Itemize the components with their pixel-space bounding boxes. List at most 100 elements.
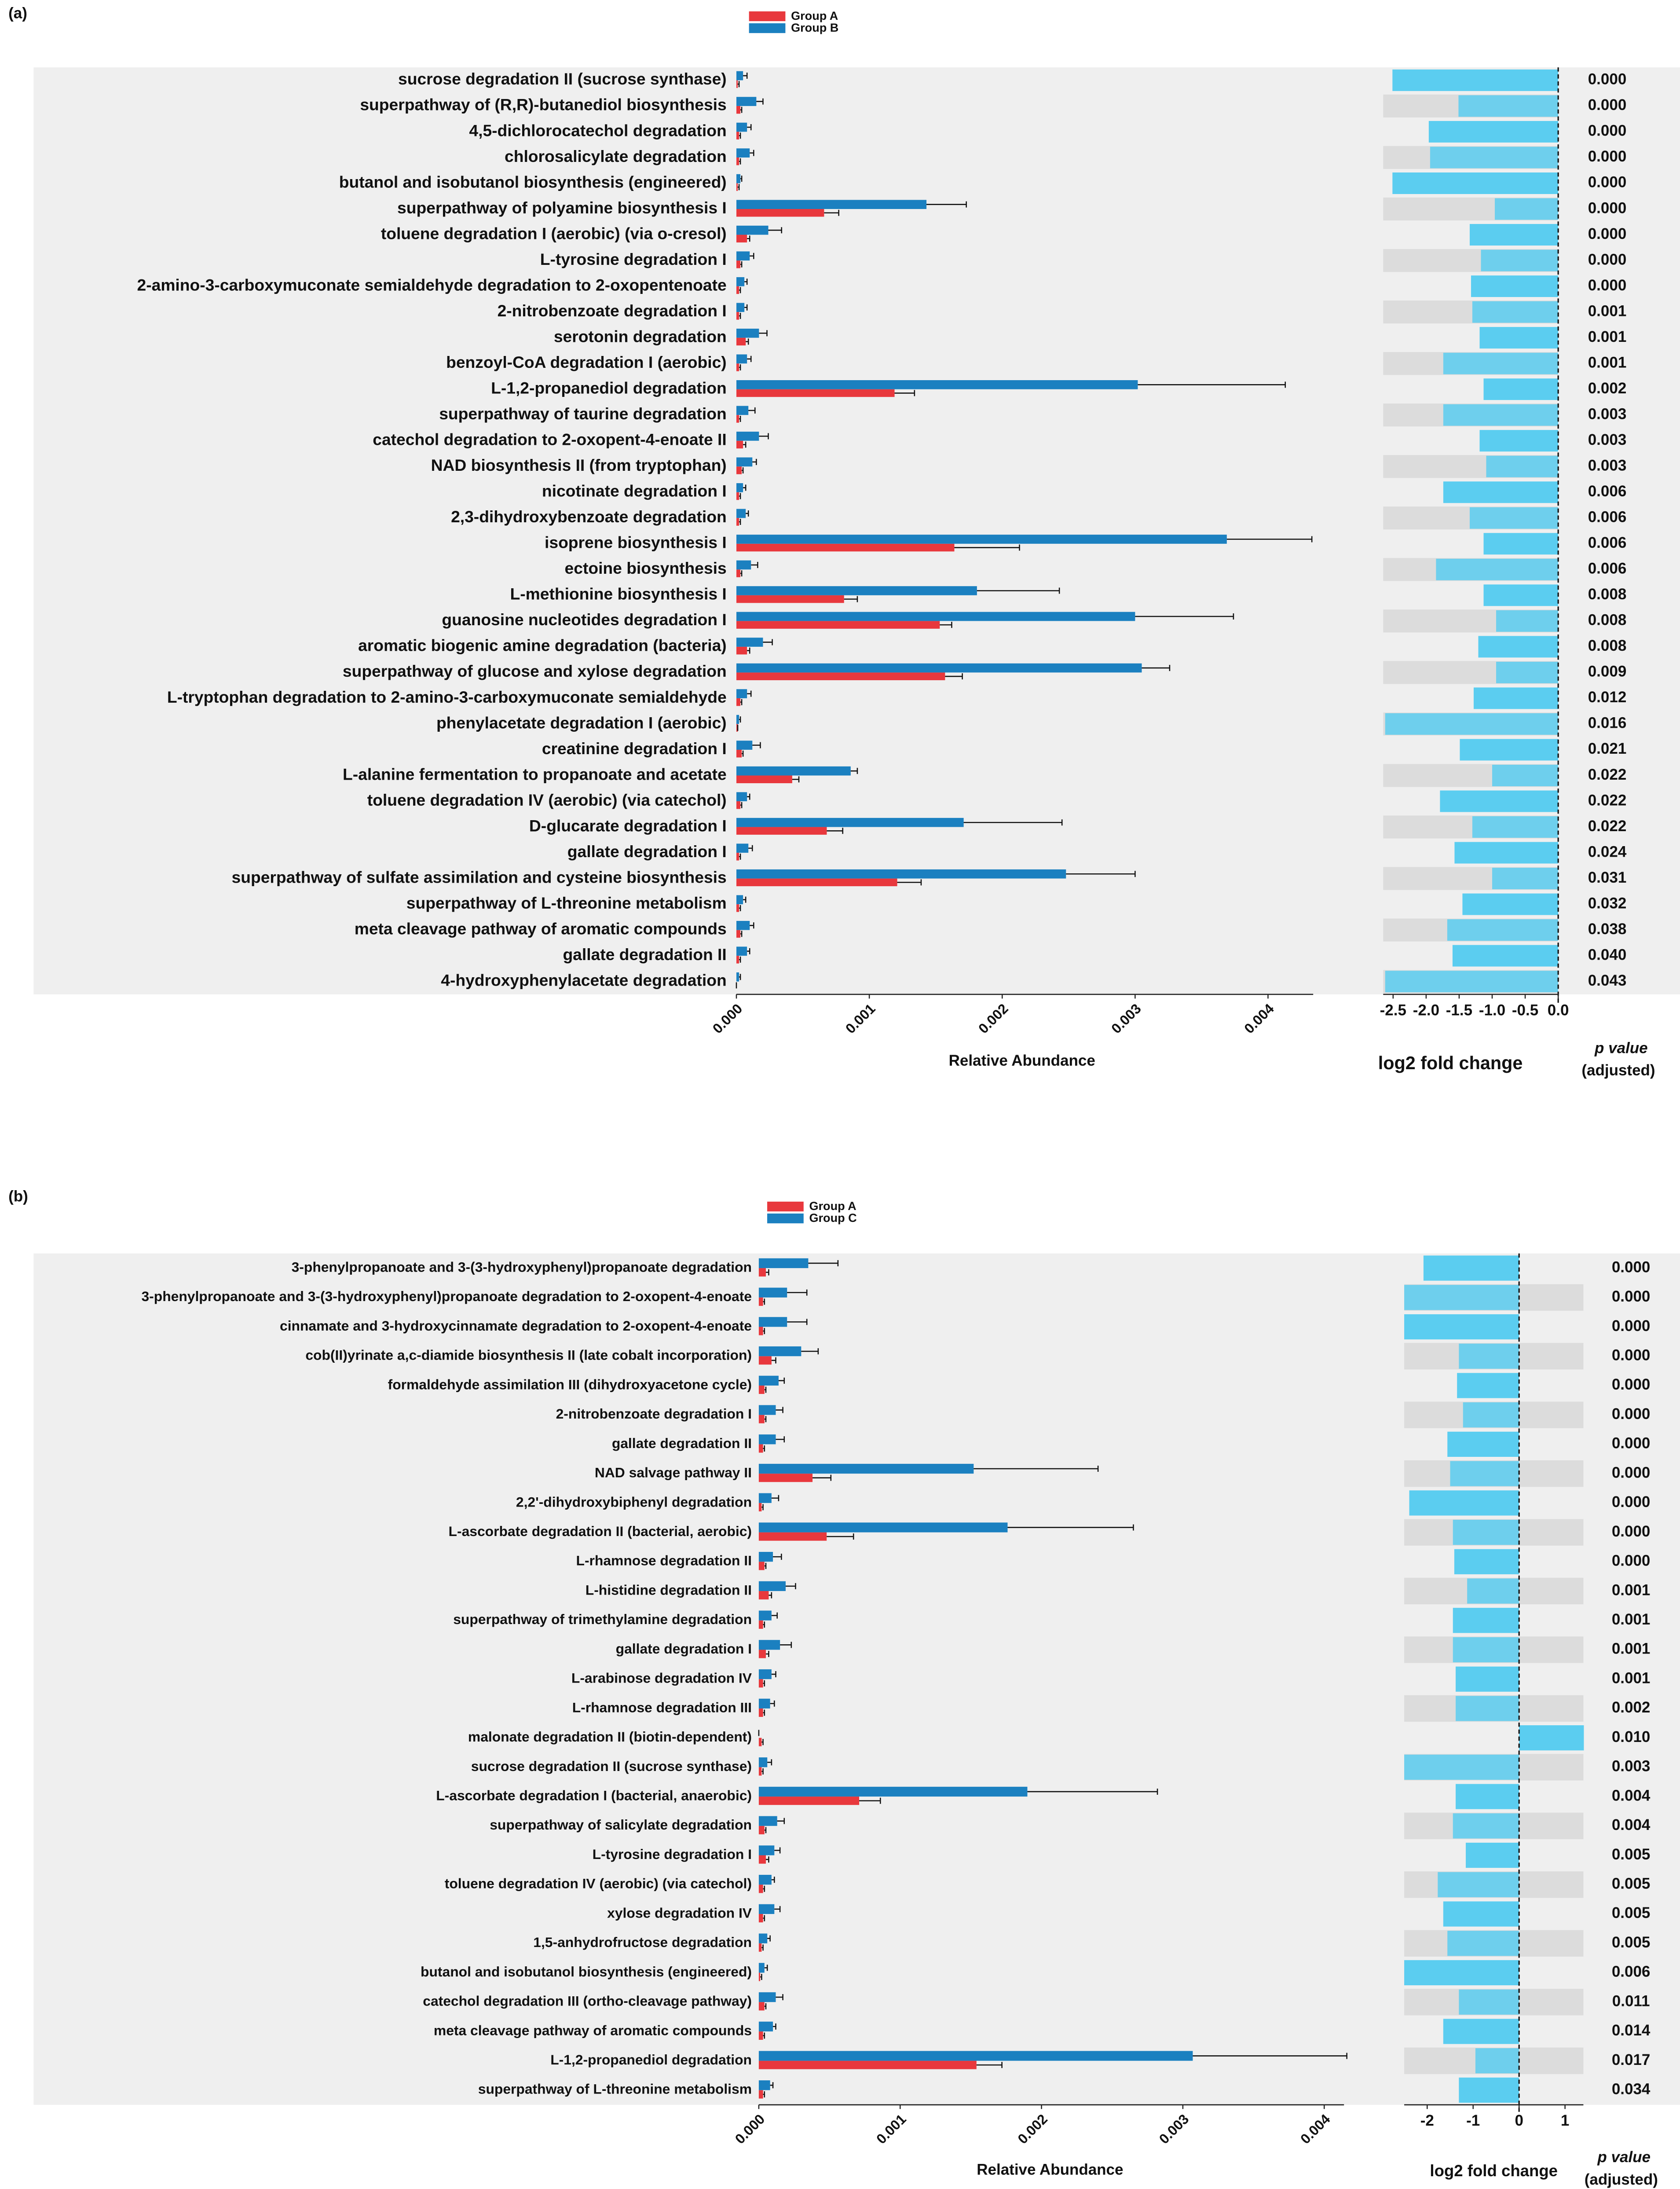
- fold-bar: [1479, 430, 1559, 452]
- category-label: 1,5-anhydrofructose degradation: [533, 1934, 752, 1950]
- bar: [736, 466, 742, 474]
- error-bar: [963, 819, 1063, 826]
- bar: [736, 766, 851, 776]
- bar: [758, 1385, 765, 1394]
- p-value: 0.022: [1588, 792, 1627, 809]
- bar: [758, 1816, 777, 1826]
- error-bar: [761, 1739, 764, 1745]
- p-value: 0.011: [1612, 1992, 1650, 2009]
- error-bar: [765, 1856, 769, 1863]
- fold-bar: [1404, 1285, 1519, 1310]
- bar: [758, 1757, 768, 1767]
- error-bar: [771, 1671, 776, 1678]
- fold-bar: [1454, 842, 1559, 864]
- error-bar: [750, 253, 754, 259]
- category-label: D-glucarate degradation I: [529, 816, 727, 835]
- category-label: L-arabinose degradation IV: [571, 1670, 752, 1686]
- error-bar: [743, 441, 747, 448]
- error-bar: [763, 1621, 765, 1628]
- p-value: 0.022: [1588, 818, 1627, 835]
- fold-bar: [1392, 172, 1559, 194]
- p-value: 0.000: [1588, 225, 1627, 242]
- bar: [758, 1562, 765, 1570]
- category-label: serotonin degradation: [554, 327, 727, 345]
- fold-bar: [1459, 1989, 1519, 2015]
- category-label: sucrose degradation II (sucrose synthase…: [471, 1758, 752, 1774]
- bar: [736, 80, 738, 88]
- fold-tick-label: -2.0: [1413, 1001, 1439, 1019]
- fold-bar: [1483, 378, 1559, 400]
- p-value: 0.006: [1612, 1963, 1651, 1980]
- error-bar: [739, 853, 741, 860]
- error-bar: [771, 1495, 780, 1501]
- fold-tick-label: -1.5: [1446, 1001, 1472, 1019]
- bar: [736, 638, 763, 647]
- fold-bar: [1430, 147, 1559, 169]
- bar: [736, 251, 750, 261]
- category-label: 2-nitrobenzoate degradation I: [556, 1406, 752, 1422]
- error-bar: [739, 132, 741, 139]
- fold-bar: [1447, 1931, 1519, 1956]
- p-value: 0.005: [1612, 1934, 1651, 1951]
- fold-bar: [1492, 765, 1559, 786]
- fold-bar: [1440, 790, 1559, 812]
- error-bar: [778, 1377, 785, 1384]
- bar: [758, 1904, 775, 1914]
- fold-bar: [1463, 1402, 1519, 1428]
- p-value: 0.001: [1612, 1581, 1651, 1599]
- category-label: gallate degradation II: [563, 945, 726, 964]
- error-bar: [740, 261, 743, 268]
- category-label: 2,3-dihydroxybenzoate degradation: [451, 507, 727, 526]
- p-value: 0.002: [1612, 1699, 1651, 1716]
- bar: [758, 1327, 763, 1335]
- error-bar: [763, 1680, 765, 1687]
- bar: [736, 956, 739, 964]
- bar: [758, 1610, 772, 1621]
- bar: [736, 157, 739, 165]
- fold-tick-label: -0.5: [1512, 1001, 1538, 1019]
- error-bar: [776, 1407, 783, 1413]
- x-axis-label: Relative Abundance: [949, 1052, 1095, 1069]
- error-bar: [739, 287, 741, 293]
- p-value: 0.003: [1588, 405, 1627, 422]
- error-bar: [1193, 2053, 1347, 2059]
- bar: [758, 1708, 763, 1717]
- x-tick-label: 0.002: [1014, 2111, 1050, 2147]
- bar: [758, 1786, 1028, 1797]
- fold-bar: [1496, 610, 1559, 632]
- error-bar: [777, 1818, 785, 1824]
- bar: [758, 1591, 769, 1600]
- error-bar: [763, 2091, 765, 2097]
- fold-bar: [1479, 327, 1559, 349]
- p-value: 0.001: [1588, 328, 1627, 345]
- p-value: 0.004: [1612, 1787, 1651, 1804]
- bar: [736, 235, 747, 243]
- p-header: p value: [1597, 2149, 1651, 2166]
- bar: [736, 106, 741, 114]
- category-label: superpathway of sulfate assimilation and…: [232, 868, 727, 886]
- bar: [758, 1444, 763, 1453]
- category-label: L-ascorbate degradation I (bacterial, an…: [436, 1787, 752, 1803]
- error-bar: [1142, 665, 1171, 671]
- bar: [758, 2051, 1193, 2061]
- error-bar: [747, 235, 750, 242]
- bar: [736, 432, 759, 441]
- error-bar: [771, 1612, 778, 1619]
- error-bar: [767, 1759, 772, 1766]
- p-value: 0.006: [1588, 534, 1627, 551]
- bar: [736, 209, 824, 217]
- p-value: 0.000: [1612, 1258, 1651, 1276]
- bar: [758, 1669, 772, 1679]
- error-bar: [739, 364, 741, 370]
- error-bar: [739, 493, 741, 499]
- error-bar: [859, 1797, 881, 1804]
- category-label: L-tryptophan degradation to 2-amino-3-ca…: [167, 688, 727, 706]
- p-subheader: (adjusted): [1585, 2171, 1658, 2188]
- bar: [736, 132, 739, 139]
- bar: [758, 1317, 787, 1327]
- category-label: aromatic biogenic amine degradation (bac…: [358, 636, 727, 655]
- p-value: 0.000: [1612, 1523, 1651, 1540]
- category-label: nicotinate degradation I: [542, 482, 727, 500]
- error-bar: [813, 1474, 832, 1481]
- error-bar: [764, 2003, 767, 2009]
